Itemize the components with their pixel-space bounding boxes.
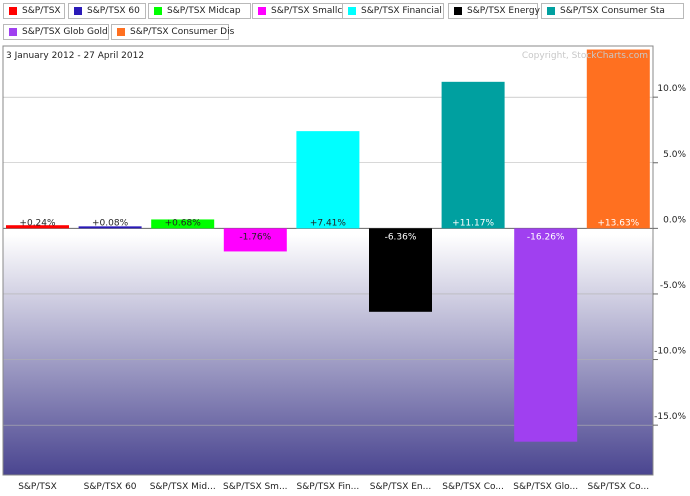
x-tick-label: S&P/TSX 60 <box>84 482 137 492</box>
legend-swatch <box>454 7 462 15</box>
legend-swatch <box>9 28 17 36</box>
legend-swatch <box>117 28 125 36</box>
legend-item: S&P/TSX Consumer Dis <box>111 24 234 40</box>
legend-item: S&P/TSX Smallcap <box>252 3 354 19</box>
x-tick-label: S&P/TSX Fin... <box>297 482 360 492</box>
x-tick-label: S&P/TSX Glo... <box>513 482 578 492</box>
legend-label: S&P/TSX 60 <box>87 6 140 16</box>
y-tick-label: -5.0% <box>660 281 687 291</box>
x-tick-label: S&P/TSX Sm... <box>223 482 288 492</box>
y-tick-label: -10.0% <box>654 347 686 357</box>
y-tick-label: 0.0% <box>663 215 686 225</box>
legend-item: S&P/TSX Glob Gold <box>3 24 109 40</box>
legend-label: S&P/TSX Consumer Sta <box>560 6 665 16</box>
legend-swatch <box>9 7 17 15</box>
bar <box>296 131 360 229</box>
plot-frame <box>2 45 654 476</box>
legend-swatch <box>258 7 266 15</box>
legend-item: S&P/TSX Energy <box>448 3 540 19</box>
bar-data-label: -1.76% <box>239 232 271 242</box>
x-tick-label: S&P/TSX Mid... <box>150 482 216 492</box>
bar-data-label: -6.36% <box>385 232 417 242</box>
legend-label: S&P/TSX Consumer Dis <box>130 27 235 37</box>
legend-label: S&P/TSX Glob Gold <box>22 27 108 37</box>
bar-data-label: +0.08% <box>92 218 129 228</box>
legend-swatch <box>547 7 555 15</box>
bar <box>6 225 69 229</box>
bars: +0.24% +0.08% +0.68% -1.76% +7.41% -6.36% +11.… <box>6 49 650 442</box>
legend-label: S&P/TSX <box>22 6 61 16</box>
y-tick-label: 5.0% <box>663 150 686 160</box>
bar <box>78 226 142 229</box>
bar <box>151 219 215 229</box>
legend-item: S&P/TSX Consumer Sta <box>541 3 684 19</box>
legend-swatch <box>348 7 356 15</box>
bar <box>514 228 578 442</box>
bar <box>223 228 287 252</box>
x-tick-label: S&P/TSX Co... <box>442 482 504 492</box>
bar-data-label: +0.24% <box>19 218 56 228</box>
bar-data-label: +11.17% <box>452 218 494 228</box>
legend-swatch <box>154 7 162 15</box>
bar-data-label: +13.63% <box>597 218 639 228</box>
bar <box>586 49 650 229</box>
bar-data-label: -16.26% <box>527 232 565 242</box>
chart-legend: S&P/TSX S&P/TSX 60 S&P/TSX Midcap S&P/TSX S… <box>3 3 687 43</box>
legend-swatch <box>74 7 82 15</box>
legend-item: S&P/TSX <box>3 3 65 19</box>
x-axis-labels: S&P/TSX S&P/TSX 60 S&P/TSX Mid... S&P/TSX S… <box>18 482 649 492</box>
legend-label: S&P/TSX Smallcap <box>271 6 354 16</box>
legend-item: S&P/TSX 60 <box>68 3 146 19</box>
legend-item: S&P/TSX Midcap <box>148 3 251 19</box>
y-axis-ticks: 10.0% 5.0% 0.0% -5.0% -10.0% -15.0% <box>653 84 687 426</box>
bar <box>441 81 505 229</box>
legend-label: S&P/TSX Midcap <box>167 6 241 16</box>
y-tick-label: -15.0% <box>654 412 686 422</box>
x-tick-label: S&P/TSX <box>18 482 57 492</box>
legend-label: S&P/TSX Financial <box>361 6 442 16</box>
copyright-label: Copyright, StockCharts.com <box>522 51 648 61</box>
legend-label: S&P/TSX Energy <box>467 6 540 16</box>
bar-data-label: +7.41% <box>310 218 347 228</box>
x-tick-label: S&P/TSX Co... <box>587 482 649 492</box>
bar-data-label: +0.68% <box>165 218 202 228</box>
y-tick-label: 10.0% <box>657 84 686 94</box>
bar <box>369 228 432 312</box>
x-tick-label: S&P/TSX En... <box>370 482 431 492</box>
date-range-label: 3 January 2012 - 27 April 2012 <box>6 51 144 61</box>
legend-item: S&P/TSX Financial <box>342 3 444 19</box>
